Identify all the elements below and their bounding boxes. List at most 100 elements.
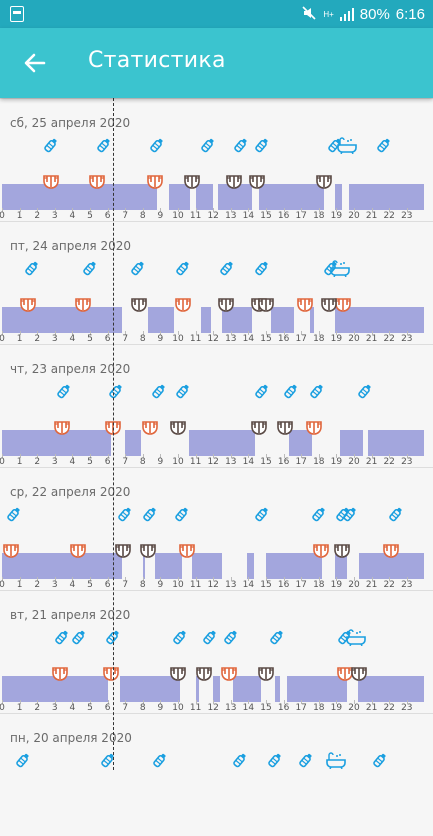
diaper-dirty-icon[interactable] — [257, 297, 275, 317]
bottle-icon[interactable] — [55, 382, 73, 404]
diaper-dirty-icon[interactable] — [333, 543, 351, 563]
bottle-icon[interactable] — [371, 751, 389, 773]
bottle-icon[interactable] — [253, 259, 271, 281]
sleep-bar[interactable] — [125, 430, 142, 456]
sleep-bar[interactable] — [288, 430, 312, 456]
diaper-wet-icon[interactable] — [178, 543, 196, 563]
diaper-wet-icon[interactable] — [382, 543, 400, 563]
diaper-wet-icon[interactable] — [88, 174, 106, 194]
day-row[interactable]: вт, 21 апреля 2020 0 1 2 3 4 5 6 7 8 9 10 11 12 13 14 15… — [0, 590, 433, 713]
sleep-bar[interactable] — [119, 676, 180, 702]
sleep-bar[interactable] — [2, 553, 122, 579]
diaper-dirty-icon[interactable] — [130, 297, 148, 317]
bottle-icon[interactable] — [42, 136, 60, 158]
sleep-bar[interactable] — [274, 676, 281, 702]
bottle-icon[interactable] — [150, 382, 168, 404]
bottle-icon[interactable] — [148, 136, 166, 158]
diaper-wet-icon[interactable] — [174, 297, 192, 317]
sleep-bar[interactable] — [192, 553, 222, 579]
diaper-wet-icon[interactable] — [51, 666, 69, 686]
diaper-wet-icon[interactable] — [305, 420, 323, 440]
bottle-icon[interactable] — [14, 751, 32, 773]
sleep-bar[interactable] — [334, 553, 347, 579]
sleep-bar[interactable] — [246, 553, 254, 579]
diaper-wet-icon[interactable] — [220, 666, 238, 686]
sleep-bar[interactable] — [2, 184, 157, 210]
bottle-icon[interactable] — [231, 751, 249, 773]
sleep-bar[interactable] — [2, 430, 112, 456]
sleep-bar[interactable] — [195, 676, 200, 702]
diaper-wet-icon[interactable] — [104, 420, 122, 440]
sleep-bar[interactable] — [287, 676, 347, 702]
bottle-icon[interactable] — [95, 136, 113, 158]
diaper-wet-icon[interactable] — [334, 297, 352, 317]
sleep-bar[interactable] — [200, 307, 212, 333]
sleep-bar[interactable] — [213, 676, 221, 702]
bottle-icon[interactable] — [107, 382, 125, 404]
bath-icon[interactable] — [336, 136, 358, 158]
diaper-wet-icon[interactable] — [69, 543, 87, 563]
bottle-icon[interactable] — [23, 259, 41, 281]
diaper-wet-icon[interactable] — [146, 174, 164, 194]
diaper-wet-icon[interactable] — [2, 543, 20, 563]
sleep-bar[interactable] — [232, 676, 261, 702]
bottle-icon[interactable] — [253, 382, 271, 404]
bottle-icon[interactable] — [253, 136, 271, 158]
diaper-dirty-icon[interactable] — [248, 174, 266, 194]
bottle-icon[interactable] — [326, 136, 344, 158]
bath-icon[interactable] — [329, 259, 351, 281]
diaper-dirty-icon[interactable] — [250, 420, 268, 440]
sleep-bar[interactable] — [148, 307, 175, 333]
bottle-icon[interactable] — [173, 505, 191, 527]
bottle-icon[interactable] — [310, 505, 328, 527]
day-row[interactable]: пт, 24 апреля 2020 0 1 2 3 4 5 6 7 8 9 10 11 12 13 14 15… — [0, 221, 433, 344]
diaper-wet-icon[interactable] — [42, 174, 60, 194]
bottle-icon[interactable] — [282, 382, 300, 404]
bottle-icon[interactable] — [218, 259, 236, 281]
bottle-icon[interactable] — [5, 505, 23, 527]
bottle-icon[interactable] — [387, 505, 405, 527]
bottle-icon[interactable] — [129, 259, 147, 281]
diaper-wet-icon[interactable] — [19, 297, 37, 317]
bottle-icon[interactable] — [297, 751, 315, 773]
sleep-bar[interactable] — [334, 184, 342, 210]
diaper-wet-icon[interactable] — [141, 420, 159, 440]
sleep-bar[interactable] — [334, 307, 425, 333]
sleep-bar[interactable] — [357, 676, 425, 702]
day-row[interactable]: пн, 20 апреля 2020 — [0, 713, 433, 836]
bottle-icon[interactable] — [222, 628, 240, 650]
diaper-wet-icon[interactable] — [53, 420, 71, 440]
diaper-dirty-icon[interactable] — [169, 420, 187, 440]
sleep-bar[interactable] — [188, 430, 256, 456]
sleep-bar[interactable] — [266, 553, 323, 579]
bottle-icon[interactable] — [268, 628, 286, 650]
day-list[interactable]: сб, 25 апреля 2020 0 1 2 3 4 5 6 7 8 9 10 11 12 13 14 15… — [0, 98, 433, 770]
diaper-wet-icon[interactable] — [74, 297, 92, 317]
day-row[interactable]: ср, 22 апреля 2020 0 1 2 3 4 5 6 7 8 9 10 11 12 13 14 15… — [0, 467, 433, 590]
sleep-bar[interactable] — [271, 307, 295, 333]
bottle-icon[interactable] — [375, 136, 393, 158]
sleep-bar[interactable] — [169, 184, 191, 210]
bottle-icon[interactable] — [174, 259, 192, 281]
bottle-icon[interactable] — [253, 505, 271, 527]
sleep-bar[interactable] — [348, 184, 425, 210]
back-button[interactable] — [18, 46, 52, 80]
diaper-dirty-icon[interactable] — [114, 543, 132, 563]
sleep-bar[interactable] — [339, 430, 363, 456]
bath-icon[interactable] — [345, 628, 367, 650]
sleep-bar[interactable] — [368, 430, 425, 456]
sleep-bar[interactable] — [195, 184, 214, 210]
diaper-dirty-icon[interactable] — [225, 174, 243, 194]
diaper-dirty-icon[interactable] — [139, 543, 157, 563]
bottle-icon[interactable] — [308, 382, 326, 404]
bottle-icon[interactable] — [116, 505, 134, 527]
bottle-icon[interactable] — [341, 505, 359, 527]
bottle-icon[interactable] — [70, 628, 88, 650]
sleep-bar[interactable] — [2, 676, 108, 702]
bottle-icon[interactable] — [104, 628, 122, 650]
bottle-icon[interactable] — [356, 382, 374, 404]
diaper-dirty-icon[interactable] — [217, 297, 235, 317]
bottle-icon[interactable] — [171, 628, 189, 650]
sleep-bar[interactable] — [310, 307, 314, 333]
bottle-icon[interactable] — [199, 136, 217, 158]
